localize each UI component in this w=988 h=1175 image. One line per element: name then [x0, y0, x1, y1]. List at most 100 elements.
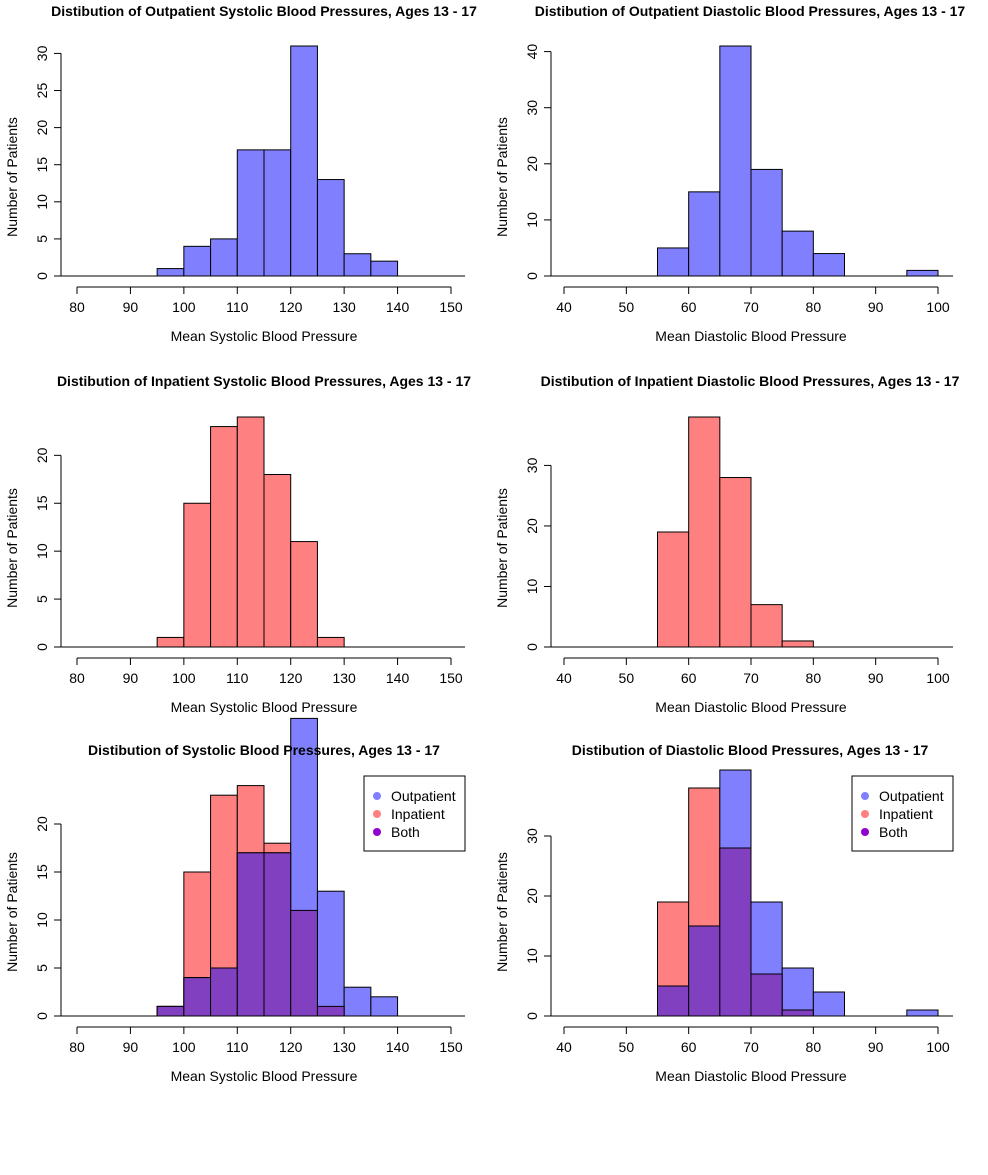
legend: Outpatient Inpatient Both: [363, 775, 466, 852]
histogram-bar-both: [781, 1009, 814, 1017]
histogram-bar-outpatient: [657, 247, 690, 277]
histogram-bar-outpatient: [370, 996, 399, 1017]
histogram-bar-outpatient: [906, 1009, 939, 1017]
x-tick-label: 100: [172, 670, 196, 686]
x-tick-label: 90: [123, 299, 139, 315]
y-tick-label: 30: [524, 100, 540, 116]
legend-marker: [373, 792, 381, 800]
x-tick-label: 90: [123, 1039, 139, 1055]
x-tick-label: 40: [556, 670, 572, 686]
histogram-bar-outpatient: [781, 967, 814, 1017]
y-tick-label: 25: [34, 83, 50, 99]
x-tick-label: 140: [386, 299, 410, 315]
legend-label: Outpatient: [391, 788, 456, 804]
histogram-bar-outpatient: [343, 986, 372, 1017]
x-tick-label: 150: [439, 1039, 463, 1055]
chart-panel: 80 90 100 110 120 130 140 150 0 5 10 15 20 25 30 Distib…: [4, 3, 477, 344]
legend-label: Both: [391, 824, 420, 840]
x-tick-label: 40: [556, 299, 572, 315]
histogram-bar-both: [236, 852, 265, 1017]
histogram-bar-outpatient: [750, 168, 783, 277]
histogram-bar-both: [263, 852, 292, 1017]
histogram-bar-inpatient: [316, 636, 345, 648]
x-tick-label: 80: [69, 299, 85, 315]
histogram-bar-outpatient: [812, 991, 845, 1017]
y-tick-label: 20: [524, 518, 540, 534]
y-tick-label: 0: [34, 272, 50, 280]
legend: Outpatient Inpatient Both: [851, 775, 954, 852]
y-tick-label: 10: [524, 578, 540, 594]
x-tick-label: 50: [619, 299, 635, 315]
histogram-bar-inpatient: [263, 474, 292, 648]
histogram-bar-inpatient: [750, 604, 783, 648]
histogram-bar-outpatient: [263, 149, 292, 277]
legend-label: Both: [879, 824, 908, 840]
legend-marker: [373, 810, 381, 818]
x-axis-label: Mean Systolic Blood Pressure: [171, 328, 358, 344]
x-tick-label: 110: [226, 299, 249, 315]
legend-marker: [861, 810, 869, 818]
y-tick-label: 15: [34, 157, 50, 173]
x-axis-label: Mean Diastolic Blood Pressure: [655, 328, 847, 344]
y-tick-label: 40: [524, 44, 540, 60]
x-axis-label: Mean Systolic Blood Pressure: [171, 1068, 358, 1084]
y-tick-label: 10: [34, 912, 50, 928]
x-tick-label: 80: [806, 670, 822, 686]
x-tick-label: 140: [386, 670, 410, 686]
histogram-bar-both: [750, 973, 783, 1017]
x-tick-label: 80: [806, 299, 822, 315]
y-tick-label: 10: [34, 543, 50, 559]
legend-label: Outpatient: [879, 788, 944, 804]
y-tick-label: 20: [524, 888, 540, 904]
y-tick-label: 10: [34, 194, 50, 210]
chart-title: Distibution of Inpatient Systolic Blood …: [57, 373, 471, 389]
chart-panel: 40 50 60 70 80 90 100 0 10 20 30 Distibution of Dia…: [494, 742, 954, 1084]
y-tick-label: 0: [524, 643, 540, 651]
y-tick-label: 30: [524, 457, 540, 473]
y-axis-label: Number of Patients: [494, 117, 510, 237]
histogram-bar-outpatient: [906, 269, 939, 277]
y-tick-label: 10: [524, 212, 540, 228]
legend-marker: [861, 792, 869, 800]
y-tick-label: 0: [524, 1012, 540, 1020]
y-tick-label: 20: [524, 156, 540, 172]
x-tick-label: 130: [332, 1039, 356, 1055]
histogram-bar-outpatient: [290, 45, 318, 277]
y-tick-label: 0: [34, 1012, 50, 1020]
x-tick-label: 80: [69, 1039, 85, 1055]
x-tick-label: 130: [332, 670, 356, 686]
histogram-bar-inpatient: [781, 640, 814, 648]
histogram-bar-outpatient: [236, 149, 265, 277]
x-axis-label: Mean Diastolic Blood Pressure: [655, 1068, 847, 1084]
x-tick-label: 60: [681, 670, 697, 686]
y-tick-label: 15: [34, 495, 50, 511]
y-tick-label: 30: [524, 828, 540, 844]
histogram-bar-both: [719, 847, 752, 1017]
histogram-bar-inpatient: [236, 416, 265, 648]
histogram-bar-inpatient: [688, 416, 721, 648]
histogram-bar-inpatient: [719, 477, 752, 648]
x-tick-label: 80: [806, 1039, 822, 1055]
x-tick-label: 90: [868, 1039, 884, 1055]
x-tick-label: 100: [172, 1039, 196, 1055]
histogram-bar-both: [688, 925, 721, 1017]
histogram-bar-outpatient: [812, 253, 845, 277]
histogram-bar-outpatient: [719, 45, 752, 277]
chart-panel: 80 90 100 110 120 130 140 150 0 5 10 15 20 Distibutio…: [4, 717, 466, 1084]
y-tick-label: 30: [34, 45, 50, 61]
chart-title: Distibution of Outpatient Diastolic Bloo…: [535, 3, 966, 19]
x-tick-label: 70: [743, 1039, 759, 1055]
y-tick-label: 10: [524, 948, 540, 964]
histogram-bar-outpatient: [370, 260, 399, 277]
y-tick-label: 5: [34, 595, 50, 603]
histogram-bar-both: [290, 909, 318, 1017]
histogram-bar-outpatient: [210, 238, 238, 277]
y-tick-label: 0: [34, 643, 50, 651]
x-tick-label: 100: [926, 299, 950, 315]
x-tick-label: 100: [926, 1039, 950, 1055]
histogram-bar-inpatient: [183, 502, 212, 648]
y-axis-label: Number of Patients: [494, 852, 510, 972]
x-tick-label: 150: [439, 670, 463, 686]
histogram-bar-outpatient: [343, 253, 372, 277]
